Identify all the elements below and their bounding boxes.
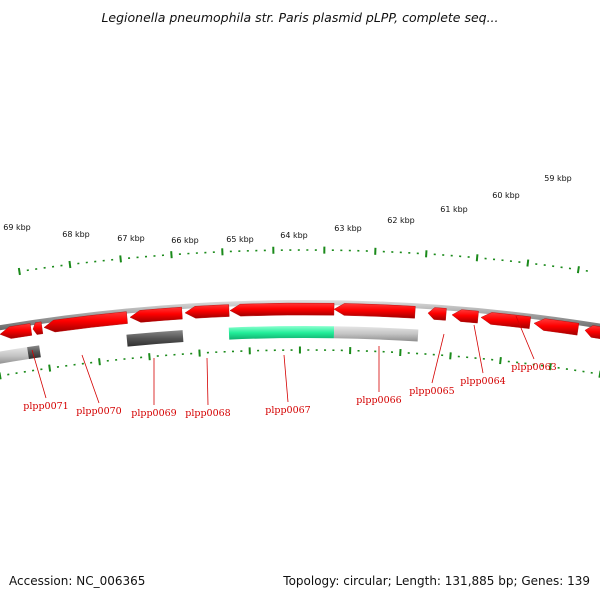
outer-ring-major-tick	[526, 259, 530, 267]
gene-label-plpp0063[interactable]: plpp0063	[511, 362, 556, 373]
gene-arrow-plpp0064[interactable]	[451, 309, 479, 324]
inner-ring-major-tick	[148, 353, 151, 361]
kbp-label: 63 kbp	[334, 224, 362, 233]
gene-label-leader-line	[283, 354, 289, 403]
kbp-label: 64 kbp	[280, 231, 308, 240]
kbp-label: 59 kbp	[544, 174, 572, 183]
kbp-label: 69 kbp	[3, 223, 31, 232]
inner-ring-major-tick	[48, 364, 52, 372]
gene-arrow-plpp0067[interactable]	[229, 302, 335, 317]
feature-block-gray-light[interactable]	[333, 326, 419, 342]
gene-arrow-plpp0070[interactable]	[43, 311, 128, 333]
kbp-label: 65 kbp	[226, 235, 254, 244]
kbp-label: 67 kbp	[117, 234, 145, 243]
gene-label-leader-line	[81, 354, 100, 404]
inner-ring-major-tick	[0, 372, 2, 380]
gene-label-plpp0066[interactable]: plpp0066	[356, 395, 401, 406]
kbp-label: 61 kbp	[440, 205, 468, 214]
gene-label-plpp0069[interactable]: plpp0069	[131, 408, 176, 419]
gene-label-plpp0071[interactable]: plpp0071	[23, 401, 68, 412]
gene-arrow-plpp0062[interactable]	[533, 318, 580, 336]
gene-label-plpp0070[interactable]: plpp0070	[76, 406, 121, 417]
outer-tick-ring	[17, 246, 588, 276]
feature-block-gray-dark[interactable]	[126, 330, 184, 347]
outer-ring-major-tick	[17, 267, 21, 276]
feature-block-gray-dark-small[interactable]	[27, 345, 41, 360]
inner-ring-major-tick	[449, 352, 452, 360]
inner-tick-ring	[0, 346, 600, 380]
inner-ring-major-tick	[98, 358, 101, 366]
gene-arrow-plpp0065[interactable]	[427, 307, 447, 321]
outer-ring-major-tick	[475, 254, 479, 262]
feature-track[interactable]	[0, 326, 419, 364]
map-title: Legionella pneumophila str. Paris plasmi…	[101, 10, 499, 25]
gene-label-plpp0067[interactable]: plpp0067	[265, 405, 310, 416]
accession-text: Accession: NC_006365	[9, 574, 146, 588]
gene-label-plpp0068[interactable]: plpp0068	[185, 408, 230, 419]
inner-ring-major-tick	[548, 363, 552, 371]
kbp-label: 60 kbp	[492, 191, 520, 200]
gene-arrow-edge[interactable]	[584, 325, 600, 339]
kbp-label: 62 kbp	[387, 216, 415, 225]
gene-label-leader-line	[515, 315, 535, 360]
gene-arrow-plpp0071[interactable]	[0, 323, 33, 339]
gene-label-leader-line	[206, 357, 209, 406]
kbp-label: 66 kbp	[171, 236, 199, 245]
feature-block-gray-light-left[interactable]	[0, 347, 29, 364]
gene-label-leader-line	[473, 324, 484, 374]
gene-arrow-plpp0066[interactable]	[333, 303, 416, 319]
gene-label-leader-line	[31, 349, 47, 399]
gene-label-plpp0065[interactable]: plpp0065	[409, 386, 454, 397]
gene-arrow-plpp0063[interactable]	[480, 312, 531, 329]
inner-ring-major-tick	[499, 356, 502, 365]
kbp-label: 68 kbp	[62, 230, 90, 239]
outer-ring-major-tick	[68, 260, 72, 269]
topology-summary: Topology: circular; Length: 131,885 bp; …	[283, 574, 590, 588]
gene-arrow-small[interactable]	[32, 321, 44, 335]
plasmid-backbone	[0, 300, 600, 331]
gene-label-leader-line	[431, 333, 445, 384]
feature-block-highlight-green[interactable]	[228, 326, 335, 340]
kbp-tick-labels: 69 kbp 68 kbp 67 kbp 66 kbp 65 kbp 64 kbp 63 k…	[3, 174, 572, 245]
gene-arrow-plpp0069[interactable]	[129, 306, 183, 323]
backbone-outer-line	[0, 300, 600, 331]
gene-label-plpp0064[interactable]: plpp0064	[460, 376, 505, 387]
outer-ring-major-tick	[119, 255, 122, 263]
gene-labels[interactable]: plpp0071 plpp0070 plpp0069 plpp0068 plpp0067…	[23, 315, 557, 419]
gene-arrow-plpp0068[interactable]	[184, 304, 230, 319]
outer-ring-major-tick	[576, 266, 580, 274]
gene-track[interactable]	[0, 302, 600, 339]
